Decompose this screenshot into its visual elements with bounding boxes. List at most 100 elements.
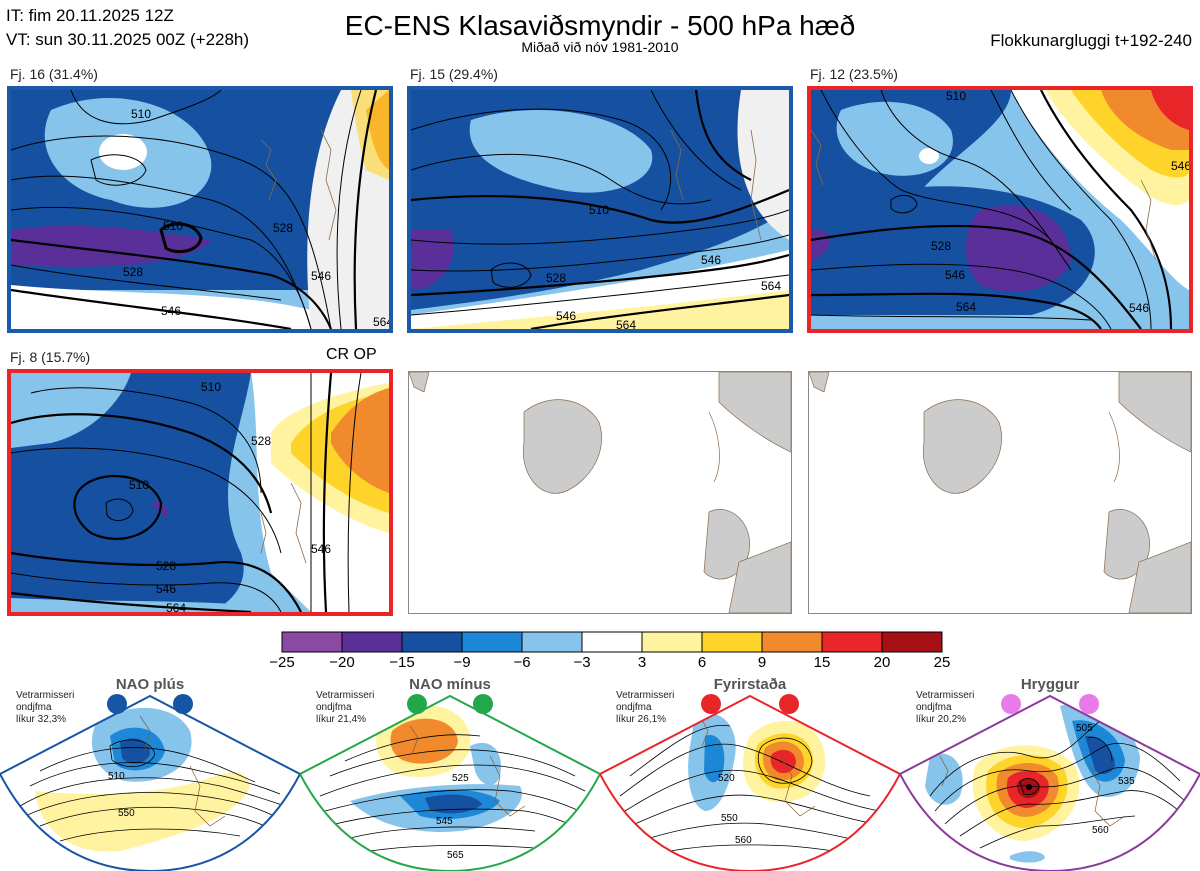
contour-label: 565 (447, 850, 464, 861)
cluster-label: Fj. 16 (31.4%) (10, 66, 98, 82)
regime-marker (107, 694, 127, 714)
page-title: EC-ENS Klasaviðsmyndir - 500 hPa hæð (344, 10, 856, 41)
contour-label: 528 (546, 271, 566, 285)
regime-marker (407, 694, 427, 714)
contour-label: 528 (123, 265, 143, 279)
contour-label: 535 (1118, 776, 1135, 787)
colorbar-segment (521, 631, 583, 653)
contour-label: 564 (616, 318, 636, 329)
valid-time: VT: sun 30.11.2025 00Z (+228h) (6, 30, 250, 49)
contour-label: 546 (701, 253, 721, 267)
regime-map-svg: 505 535 560 (900, 694, 1200, 871)
contour-label: 564 (373, 315, 389, 329)
contour-label: 510 (163, 219, 183, 233)
colorbar-segment (401, 631, 463, 653)
cluster-map-15: 510 528 546 564 546 564 (407, 86, 793, 333)
contour-label: 550 (118, 808, 135, 819)
colorbar-tick-label: 6 (697, 654, 707, 671)
cluster-map-8: 510 510 528 528 546 564 546 (7, 369, 393, 616)
contour-label: 545 (436, 816, 453, 827)
colorbar-segment (821, 631, 883, 653)
colorbar-tick-label: 9 (757, 654, 767, 671)
cluster-map-12-svg: 510 528 546 564 546 546 (811, 90, 1189, 329)
colorbar-ticks: −25 −20 −15 −9 −6 −3 3 6 9 15 20 25 (0, 654, 1200, 674)
empty-map-svg (409, 372, 791, 613)
regime-info: Vetrarmisseri ondjfma líkur 21,4% (316, 690, 374, 726)
contour-label: 564 (956, 300, 976, 314)
regime-info-season: Vetrarmisseri (16, 690, 75, 701)
colorbar-tick-label: 15 (813, 654, 831, 671)
contour-label: 528 (156, 559, 176, 573)
regime-marker (473, 694, 493, 714)
regime-info: Vetrarmisseri ondjfma líkur 20,2% (916, 690, 974, 726)
colorbar-tick-label: 20 (873, 654, 891, 671)
regime-name: Hryggur (1020, 676, 1080, 693)
empty-map-panel (408, 371, 792, 614)
contour-label: 560 (735, 835, 752, 846)
colorbar-segment (341, 631, 403, 653)
contour-label: 546 (156, 582, 176, 596)
contour-label: 546 (1171, 159, 1189, 173)
regime-info: Vetrarmisseri ondjfma líkur 32,3% (16, 690, 74, 726)
colorbar-segment (761, 631, 823, 653)
regime-name: NAO plús (115, 676, 185, 693)
cluster-label: Fj. 8 (15.7%) (10, 349, 91, 365)
cluster-label: Fj. 12 (23.5%) (810, 66, 898, 82)
contour-label: 528 (273, 221, 293, 235)
cluster-map-8-svg: 510 510 528 528 546 564 546 (11, 373, 389, 612)
colorbar (281, 631, 943, 653)
regime-map-svg: 520 550 560 (600, 694, 900, 871)
contour-label: 528 (931, 239, 951, 253)
regime-info-season: Vetrarmisseri (316, 690, 375, 701)
regime-marker (1079, 694, 1099, 714)
cluster-map-15-svg: 510 528 546 564 546 564 (411, 90, 789, 329)
cluster-label: Fj. 15 (29.4%) (410, 66, 498, 82)
regime-info: Vetrarmisseri ondjfma líkur 26,1% (616, 690, 674, 726)
colorbar-tick-label: 3 (637, 654, 647, 671)
regime-info-months: ondjfma (616, 702, 652, 713)
regime-marker (1001, 694, 1021, 714)
colorbar-segment (701, 631, 763, 653)
contour-label: 546 (556, 309, 576, 323)
contour-label: 525 (452, 773, 469, 784)
colorbar-tick-label: −20 (329, 654, 355, 671)
contour-label: 528 (251, 434, 271, 448)
colorbar-segment (461, 631, 523, 653)
regime-info-probability: líkur 26,1% (616, 714, 667, 725)
regime-nao-minus: NAO mínus Vetrarmisseri ondjfma líkur 21… (300, 676, 600, 871)
colorbar-segment (281, 631, 343, 653)
regime-marker (701, 694, 721, 714)
contour-label: 546 (311, 269, 331, 283)
regime-marker (173, 694, 193, 714)
cluster-map-12: 510 528 546 564 546 546 (807, 86, 1193, 333)
classification-window: Flokkunargluggi t+192-240 (990, 31, 1192, 50)
regime-blocking: Fyrirstaða Vetrarmisseri ondjfma líkur 2… (600, 676, 900, 871)
init-time: IT: fim 20.11.2025 12Z (6, 6, 174, 25)
contour-label: 510 (201, 380, 221, 394)
colorbar-tick-label: −25 (269, 654, 295, 671)
regime-nao-plus: NAO plús Vetrarmisseri ondjfma líkur 32,… (0, 676, 300, 871)
cluster-map-16-svg: 510 510 528 528 546 546 564 (11, 90, 389, 329)
regime-info-months: ondjfma (916, 702, 952, 713)
contour-label: 546 (945, 268, 965, 282)
regime-info-probability: líkur 32,3% (16, 714, 67, 725)
contour-label: 510 (131, 107, 151, 121)
contour-label: 505 (1076, 723, 1093, 734)
colorbar-segment (641, 631, 703, 653)
contour-label: 564 (761, 279, 781, 293)
page-subtitle: Miðað við nóv 1981-2010 (521, 39, 679, 55)
regime-name: Fyrirstaða (713, 676, 787, 693)
colorbar-segment (881, 631, 943, 653)
regime-info-season: Vetrarmisseri (616, 690, 675, 701)
contour-label: 546 (161, 304, 181, 318)
regime-info-months: ondjfma (316, 702, 352, 713)
empty-map-svg (809, 372, 1191, 613)
contour-label: 510 (589, 203, 609, 217)
colorbar-tick-label: −9 (453, 654, 471, 671)
regime-info-probability: líkur 20,2% (916, 714, 967, 725)
regime-ridge: Hryggur Vetrarmisseri ondjfma líkur 20,2… (900, 676, 1200, 871)
regime-map-svg: 525 545 565 (300, 694, 600, 871)
contour-label: 564 (166, 601, 186, 612)
colorbar-tick-label: 25 (933, 654, 951, 671)
contour-label: 560 (1092, 825, 1109, 836)
